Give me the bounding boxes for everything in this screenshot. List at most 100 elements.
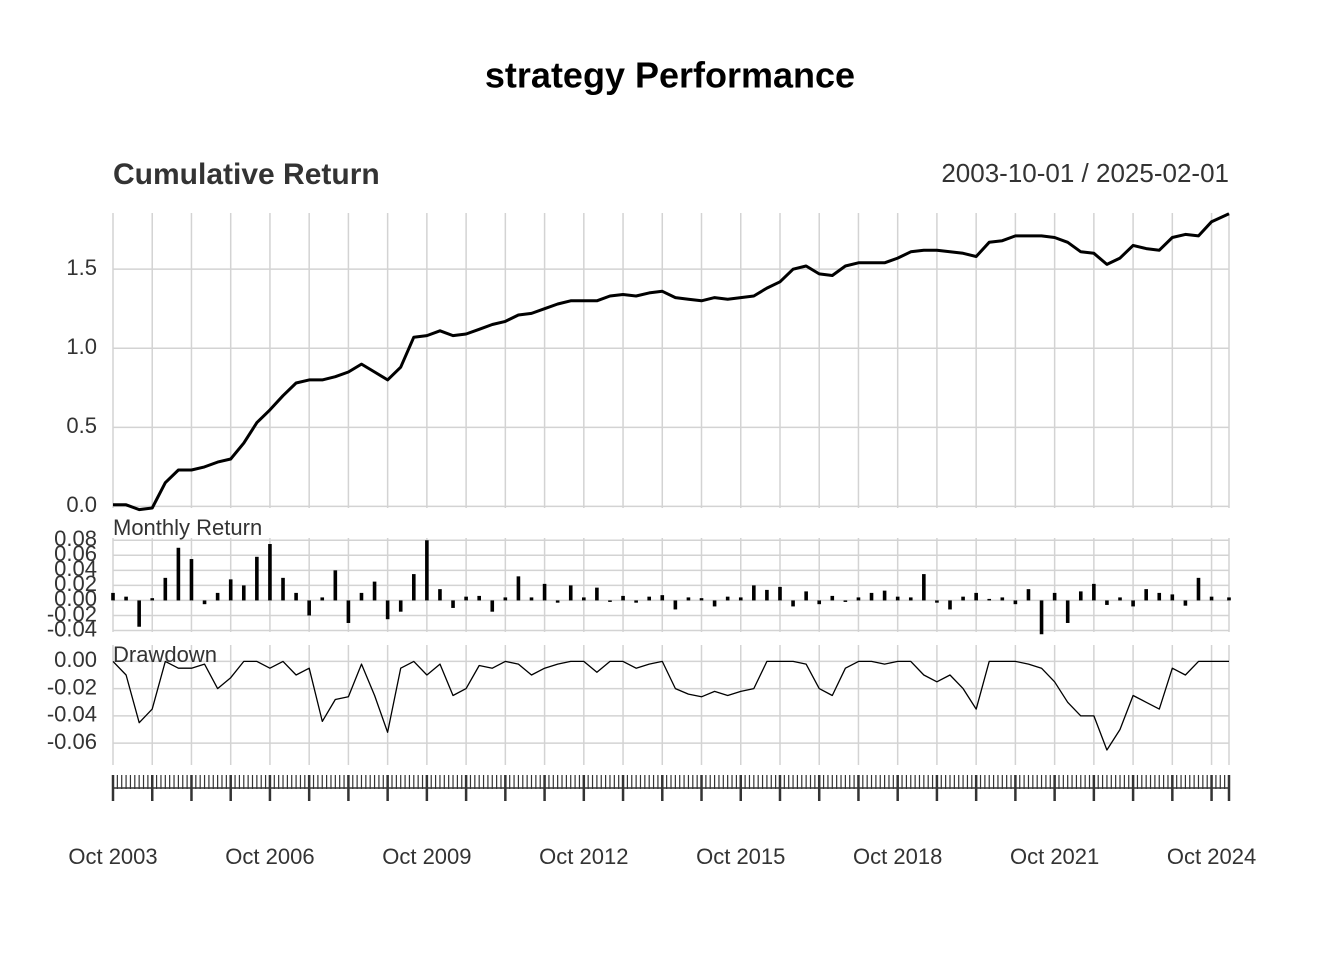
bar <box>111 592 115 601</box>
bar <box>320 597 325 601</box>
bar <box>490 600 495 612</box>
bar <box>124 596 128 601</box>
line <box>113 212 1230 512</box>
x-tick-label: Oct 2021 <box>1010 844 1099 869</box>
x-tick-label: Oct 2012 <box>539 844 628 869</box>
bar <box>686 597 691 601</box>
bar <box>869 592 874 601</box>
bar <box>438 589 442 601</box>
y-tick-label: 1.5 <box>66 255 97 280</box>
bar <box>778 586 782 601</box>
bar <box>804 591 808 601</box>
bar <box>935 600 939 603</box>
bar <box>948 600 952 610</box>
bar <box>1000 597 1005 601</box>
bar <box>1209 596 1214 601</box>
bar <box>555 600 560 603</box>
bar <box>176 547 181 601</box>
bar <box>1131 600 1135 607</box>
bar <box>647 596 652 601</box>
bar <box>333 570 338 601</box>
bar <box>451 600 455 608</box>
bar <box>974 592 978 601</box>
bar <box>189 559 194 601</box>
bar <box>255 556 259 601</box>
x-tick-label: Oct 2024 <box>1167 844 1256 869</box>
bar <box>1183 600 1188 606</box>
bar <box>1170 594 1175 601</box>
bar <box>503 597 508 601</box>
y-tick-label: 0.5 <box>66 413 97 438</box>
bar <box>1039 600 1044 635</box>
bar <box>163 577 168 601</box>
bar <box>908 597 913 601</box>
panel-title: Cumulative Return <box>113 158 380 191</box>
y-tick-label: 0.06 <box>54 541 97 566</box>
bar <box>765 589 769 601</box>
panel-title: Monthly Return <box>113 515 262 540</box>
bar <box>738 597 743 601</box>
bar <box>1078 591 1083 601</box>
bar <box>634 600 638 603</box>
x-tick-label: Oct 2018 <box>853 844 942 869</box>
x-tick-label: Oct 2003 <box>68 844 157 869</box>
bar <box>542 583 547 601</box>
bar <box>477 595 481 601</box>
bar <box>1013 600 1018 605</box>
bar <box>241 585 246 601</box>
x-tick-label: Oct 2006 <box>225 844 314 869</box>
bar <box>1026 589 1031 601</box>
bar <box>411 574 416 601</box>
y-tick-label: -0.04 <box>47 702 97 727</box>
bar <box>1092 583 1096 601</box>
y-tick-label: 0.0 <box>66 492 97 517</box>
bar <box>582 597 586 601</box>
bar <box>830 595 835 601</box>
bar <box>398 600 403 612</box>
bar <box>673 600 678 610</box>
bar <box>1052 592 1057 601</box>
y-tick-label: -0.06 <box>47 729 97 754</box>
y-tick-label: -0.02 <box>47 601 97 626</box>
bar <box>922 574 926 601</box>
bar <box>425 540 429 601</box>
bar <box>712 600 717 607</box>
bar <box>660 595 665 601</box>
y-tick-label: 0.00 <box>54 586 97 611</box>
bar <box>372 581 377 601</box>
bar <box>1065 600 1070 623</box>
y-tick-label: 0.00 <box>54 647 97 672</box>
bar <box>843 600 848 602</box>
minor-ticks <box>112 775 1230 789</box>
bar <box>595 587 599 601</box>
bar <box>1227 597 1231 601</box>
bar <box>307 600 311 616</box>
bar <box>202 600 207 605</box>
bar <box>699 598 704 601</box>
date-range: 2003-10-01 / 2025-02-01 <box>941 158 1229 188</box>
bar <box>1105 600 1109 605</box>
bar <box>856 597 861 601</box>
bar <box>882 590 887 601</box>
bar <box>346 600 351 623</box>
line <box>112 660 1229 751</box>
bar <box>215 592 220 601</box>
y-tick-label: -0.02 <box>47 674 97 699</box>
bar <box>608 600 612 602</box>
bar <box>529 597 534 601</box>
bar <box>752 585 756 601</box>
bar <box>1157 592 1162 601</box>
y-tick-label: 1.0 <box>66 334 97 359</box>
y-tick-label: 0.08 <box>54 526 97 551</box>
bar <box>895 596 900 601</box>
bar <box>1196 577 1201 601</box>
bar <box>987 598 992 601</box>
y-tick-label: -0.04 <box>47 616 97 641</box>
bar <box>137 600 141 627</box>
bar <box>281 577 285 601</box>
bar <box>961 596 965 601</box>
bar <box>817 600 822 605</box>
x-tick-label: Oct 2009 <box>382 844 471 869</box>
bar <box>1144 589 1148 601</box>
bar <box>1118 597 1122 601</box>
